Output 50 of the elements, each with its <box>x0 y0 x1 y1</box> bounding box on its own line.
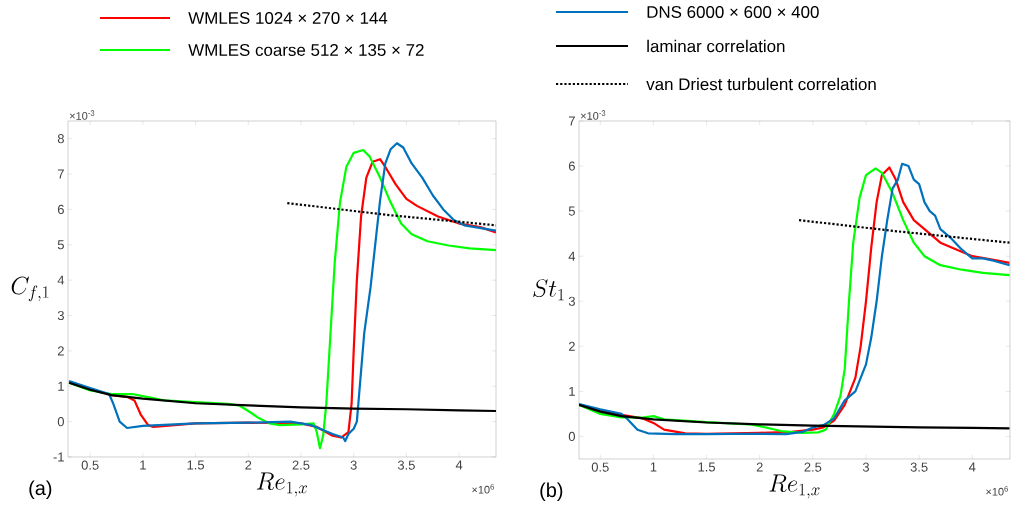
x-tick-label: 1.5 <box>698 462 716 472</box>
y-tick-label: -1 <box>53 452 64 462</box>
y-tick-label: 2 <box>57 346 64 356</box>
legend-label: DNS 6000 × 600 × 400 <box>647 5 819 18</box>
x-tick-label: 3.5 <box>910 462 928 472</box>
x-tick-label: 0.5 <box>81 460 99 470</box>
y-tick-label: 0 <box>57 417 64 427</box>
x-axis-title: $Re_{1,x}$ <box>256 472 308 497</box>
y-tick-label: 3 <box>568 296 575 306</box>
y-axis-title: $St_1$ <box>533 279 564 301</box>
text: ×10$^{-3}$ <box>580 110 606 120</box>
y-tick-label: 7 <box>57 169 64 179</box>
x-tick-label: 1.5 <box>187 460 205 470</box>
y-tick-label: 4 <box>568 251 576 261</box>
x-tick-label: 4 <box>455 460 463 470</box>
legend-label: WMLES 1024 × 270 × 144 <box>188 11 388 24</box>
y-tick-label: 3 <box>57 310 64 321</box>
y-tick-label: 6 <box>568 161 575 171</box>
x-tick-label: 0.5 <box>591 462 609 472</box>
legend-label: laminar correlation <box>647 39 785 53</box>
line-series <box>68 381 497 413</box>
x-tick-label: 2.5 <box>292 460 310 470</box>
x-tick-label: 1 <box>650 462 657 472</box>
y-tick-label: 0 <box>568 431 575 442</box>
text: (b) <box>540 482 563 502</box>
text: ×10$^{-3}$ <box>69 110 95 120</box>
x-tick-label: 3 <box>862 462 870 472</box>
x-tick-label: 4 <box>968 462 976 472</box>
x-tick-label: 1 <box>140 460 146 470</box>
y-axis-title: $C_{f,1}$ <box>11 276 49 302</box>
x-tick-label: 2 <box>245 460 252 470</box>
text: (a) <box>29 480 52 500</box>
y-tick-label: 2 <box>568 341 575 351</box>
x-axis-title: $Re_{1,x}$ <box>769 474 820 499</box>
y-tick-label: 1 <box>58 381 64 391</box>
y-tick-label: 5 <box>57 240 64 250</box>
y-tick-label: 5 <box>568 206 575 216</box>
x-tick-label: 2 <box>756 462 763 472</box>
legend-label: WMLES coarse 512 × 135 × 72 <box>188 43 424 56</box>
text: ×10$^{6}$ <box>986 486 1008 496</box>
x-tick-label: 3.5 <box>397 460 415 470</box>
text: ×10$^{6}$ <box>472 484 494 494</box>
y-tick-label: 8 <box>57 134 64 144</box>
legend-label: van Driest turbulent correlation <box>646 77 876 91</box>
y-tick-label: 6 <box>57 204 64 214</box>
y-tick-label: 4 <box>57 275 65 285</box>
y-tick-label: 7 <box>568 116 575 126</box>
x-tick-label: 3 <box>350 460 357 470</box>
y-tick-label: 1 <box>569 386 575 396</box>
x-tick-label: 2.5 <box>804 462 822 472</box>
